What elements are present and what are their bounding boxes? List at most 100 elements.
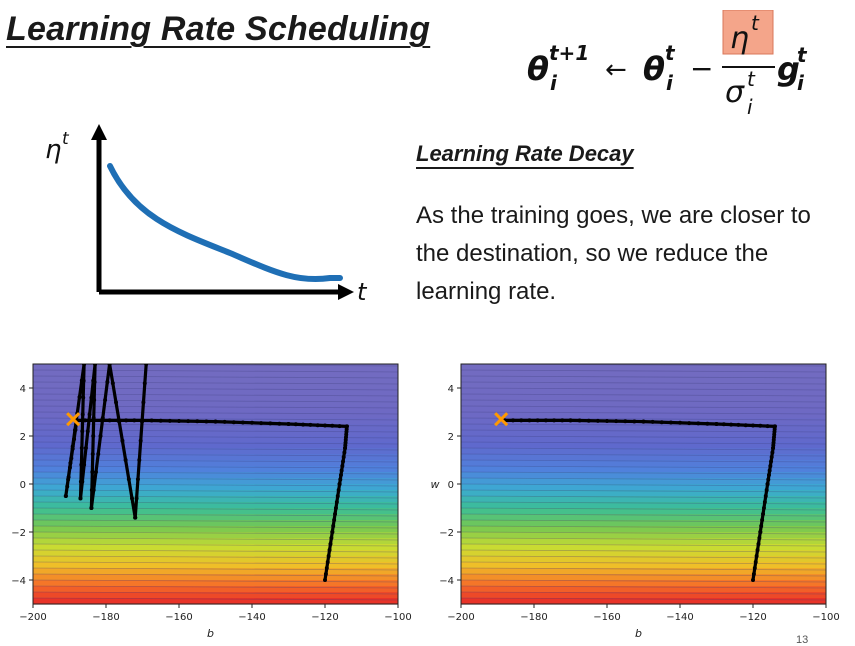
trajectory-point <box>66 477 71 482</box>
contour-band <box>461 448 826 455</box>
contour-line <box>460 471 827 475</box>
contour-line <box>460 399 827 403</box>
trajectory-point <box>67 465 72 470</box>
contour-line <box>32 567 399 571</box>
trajectory-point <box>177 419 181 423</box>
contour-line <box>460 513 827 517</box>
trajectory-point <box>761 512 766 516</box>
trajectory-point <box>340 464 345 468</box>
contour-line <box>460 441 827 445</box>
contour-band <box>33 442 398 449</box>
trajectory-point <box>325 560 330 564</box>
trajectory-point <box>764 488 769 492</box>
trajectory-point <box>527 418 532 423</box>
contour-band <box>33 388 398 395</box>
trajectory-point <box>110 381 115 386</box>
contour-band <box>461 592 826 599</box>
trajectory-point <box>705 421 710 426</box>
contour-band <box>461 376 826 383</box>
contour-band <box>461 382 826 389</box>
contour-band <box>461 412 826 419</box>
trajectory-point <box>138 438 143 443</box>
trajectory-point <box>765 482 770 486</box>
trajectory-point <box>222 419 227 424</box>
contour-band <box>461 466 826 473</box>
trajectory-point <box>213 419 218 424</box>
contour-band <box>33 592 398 599</box>
trajectory-point <box>721 422 726 427</box>
trajectory-point <box>632 419 637 424</box>
contour-band <box>461 442 826 449</box>
contour-band <box>33 484 398 491</box>
contour-line <box>460 477 827 481</box>
minus-sign: − <box>690 52 713 85</box>
contour-band <box>461 454 826 461</box>
trajectory-point <box>82 364 87 366</box>
contour-band <box>33 448 398 455</box>
contour-line <box>460 387 827 391</box>
trajectory-point <box>167 418 172 423</box>
x-tick-label: −140 <box>666 612 693 623</box>
trajectory-point <box>90 470 95 474</box>
trajectory-point <box>81 378 86 383</box>
trajectory-point <box>107 418 112 423</box>
theta-rhs: θ <box>643 50 665 88</box>
x-axis-label: b <box>207 627 214 640</box>
trajectory-point <box>605 419 609 423</box>
contour-band <box>461 520 826 527</box>
update-formula: θ t+1 i ← θ t i − η t σ t i g t i <box>527 10 808 119</box>
trajectory-point <box>277 421 282 426</box>
x-tick-label: −160 <box>165 612 192 623</box>
trajectory-point <box>63 494 68 498</box>
contour-line <box>460 405 827 409</box>
trajectory-point <box>765 424 770 429</box>
y-tick-label: 2 <box>20 432 26 443</box>
contour-band <box>461 598 826 605</box>
contour-band <box>461 424 826 431</box>
trajectory-point <box>82 462 87 467</box>
trajectory-point <box>342 450 347 455</box>
trajectory-point <box>678 420 682 425</box>
trajectory-point <box>117 419 122 424</box>
contour-line <box>460 411 827 415</box>
trajectory-point <box>338 473 343 477</box>
trajectory-point <box>330 423 335 428</box>
x-tick-label: −160 <box>593 612 620 623</box>
contour-band <box>33 580 398 587</box>
trajectory-point <box>286 422 291 426</box>
trajectory-point <box>107 364 112 366</box>
trajectory-point <box>331 524 336 528</box>
trajectory-point <box>137 458 142 462</box>
trajectory-point <box>77 395 82 399</box>
trajectory-point <box>323 423 327 428</box>
contour-band <box>461 430 826 437</box>
contour-line <box>32 591 399 595</box>
trajectory-point <box>323 578 327 582</box>
trajectory-point <box>301 422 306 427</box>
contour-line <box>460 555 827 559</box>
x-tick-label: −100 <box>812 612 839 623</box>
contour-band <box>33 364 398 371</box>
trajectory-point <box>80 412 85 417</box>
y-tick-label: 0 <box>448 480 454 491</box>
x-tick-label: −200 <box>19 612 46 623</box>
trajectory-point <box>334 500 339 504</box>
contour-line <box>32 573 399 577</box>
trajectory-point <box>126 477 131 482</box>
trajectory-point <box>240 420 245 425</box>
trajectory-point <box>714 422 719 426</box>
contour-band <box>33 406 398 413</box>
trajectory-point <box>79 446 84 450</box>
trajectory-point <box>595 418 600 423</box>
trajectory-point <box>268 421 273 426</box>
contour-line <box>32 519 399 523</box>
trajectory-point <box>511 418 516 423</box>
trajectory-point <box>81 395 86 400</box>
trajectory-point <box>308 422 313 427</box>
trajectory-point <box>344 424 349 429</box>
trajectory-point <box>568 418 573 423</box>
trajectory-point <box>623 419 628 424</box>
y-tick-label: −2 <box>11 528 26 539</box>
contour-line <box>460 483 827 487</box>
contour-band <box>33 508 398 515</box>
